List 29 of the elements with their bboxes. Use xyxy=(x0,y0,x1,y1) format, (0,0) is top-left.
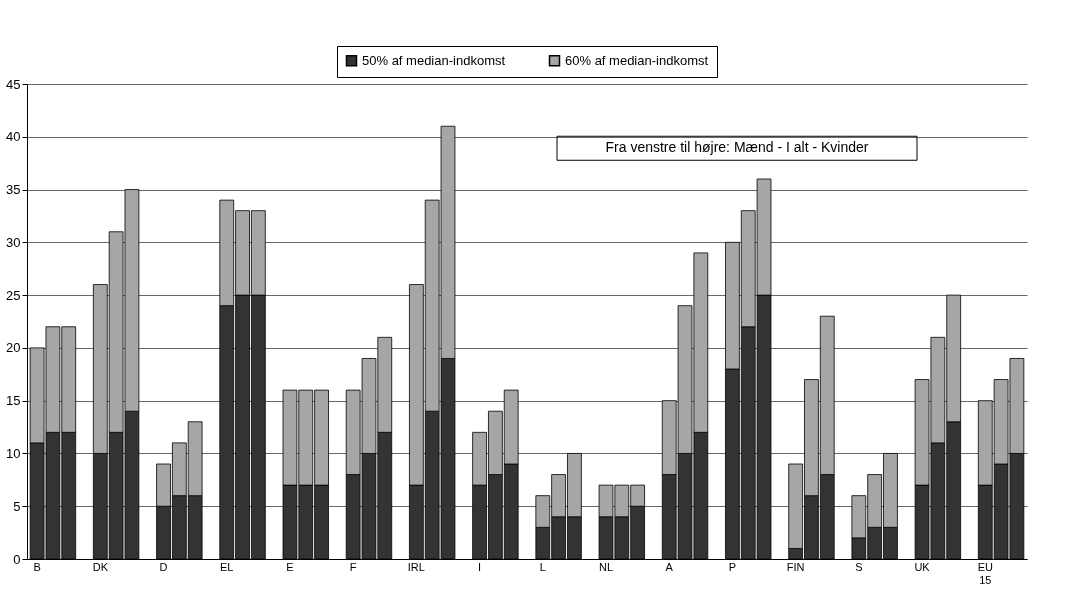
x-tick-label: NL xyxy=(598,560,614,573)
y-tick-label: 20 xyxy=(6,340,21,356)
x-tick-label: EU 15 xyxy=(977,560,993,586)
x-tick-label: FIN xyxy=(786,560,805,573)
x-tick-label: I xyxy=(478,560,482,573)
x-tick-label: A xyxy=(665,560,674,573)
y-tick-label: 30 xyxy=(6,234,21,250)
y-tick-label: 15 xyxy=(6,393,21,409)
y-tick-label: 0 xyxy=(13,551,21,567)
x-tick-label: S xyxy=(855,560,863,573)
y-tick-label: 10 xyxy=(6,445,21,461)
y-tick-label: 35 xyxy=(6,182,21,198)
legend-label: 60% af median-indkomst xyxy=(565,52,709,68)
y-tick-label: 40 xyxy=(6,129,21,145)
x-tick-label: UK xyxy=(914,560,931,573)
x-tick-label: L xyxy=(539,560,546,573)
x-tick-label: D xyxy=(159,560,168,573)
legend-label: 50% af median-indkomst xyxy=(362,52,506,68)
y-tick-label: 5 xyxy=(13,498,21,514)
x-tick-label: E xyxy=(286,560,294,573)
x-tick-label: F xyxy=(349,560,357,573)
annotation: Fra venstre til højre: Mænd - I alt - Kvinder xyxy=(605,139,869,156)
x-tick-label: B xyxy=(33,560,41,573)
x-tick-label: IRL xyxy=(407,560,425,573)
x-tick-label: DK xyxy=(92,560,109,573)
x-tick-label: P xyxy=(728,560,737,573)
x-tick-label: EL xyxy=(220,560,234,573)
y-tick-label: 45 xyxy=(6,76,21,92)
y-tick-label: 25 xyxy=(6,287,21,303)
